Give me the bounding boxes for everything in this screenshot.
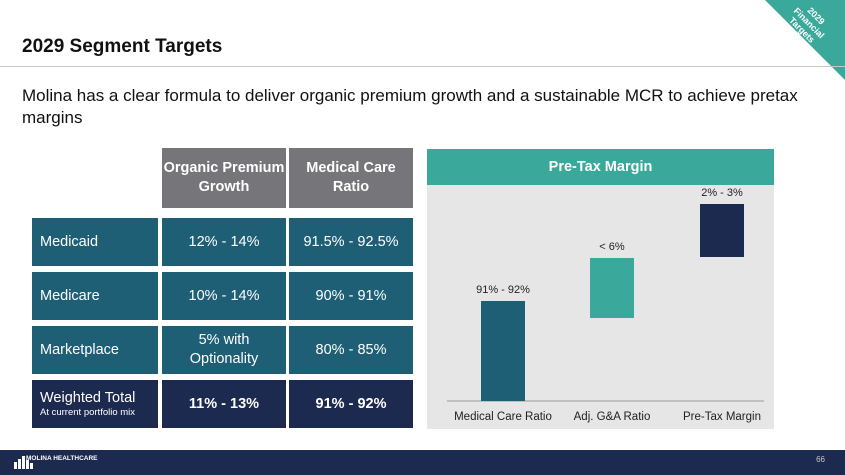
cell-marketplace-growth: 5% with Optionality [162,326,286,374]
page-subtitle: Molina has a clear formula to deliver or… [22,86,798,127]
chart-svg: 91% - 92% Medical Care Ratio < 6% Adj. G&A … [447,187,764,423]
page-title: 2029 Segment Targets [22,36,223,57]
row-label-marketplace: Marketplace [32,326,158,374]
molina-logo-icon [14,456,33,469]
data-label-2: 2% - 3% [701,187,743,199]
cell-medicaid-mcr: 91.5% - 92.5% [289,218,413,266]
cell-total-growth: 11% - 13% [162,380,286,428]
row-label-weighted-total: Weighted Total At current portfolio mix [32,380,158,428]
page-number: 66 [816,455,825,464]
weighted-total-sublabel: At current portfolio mix [40,407,136,418]
cell-medicare-growth: 10% - 14% [162,272,286,320]
category-label-2: Pre-Tax Margin [683,411,761,423]
category-label-1: Adj. G&A Ratio [574,411,651,423]
title-divider [0,66,845,67]
weighted-total-label: Weighted Total [40,390,136,406]
pretax-margin-chart: 91% - 92% Medical Care Ratio < 6% Adj. G&A … [427,149,774,429]
header-label: Medical Care Ratio [306,160,396,195]
header-medical-care-ratio: Medical Care Ratio [289,148,413,208]
chart-title: Pre-Tax Margin [427,149,774,185]
data-label-0: 91% - 92% [476,284,530,296]
bar-0 [481,301,525,401]
cell-medicare-mcr: 90% - 91% [289,272,413,320]
row-label-medicare: Medicare [32,272,158,320]
cell-total-mcr: 91% - 92% [289,380,413,428]
cell-medicaid-growth: 12% - 14% [162,218,286,266]
footer-bar [0,450,845,475]
row-label-medicaid: Medicaid [32,218,158,266]
cell-marketplace-mcr: 80% - 85% [289,326,413,374]
logo-text: MOLINA HEALTHCARE [26,455,98,462]
bar-1 [590,258,634,318]
header-organic-premium-growth: Organic Premium Growth [162,148,286,208]
data-label-1: < 6% [599,241,625,253]
bar-2 [700,204,744,257]
header-label: Organic Premium Growth [163,160,285,195]
category-label-0: Medical Care Ratio [454,411,552,423]
